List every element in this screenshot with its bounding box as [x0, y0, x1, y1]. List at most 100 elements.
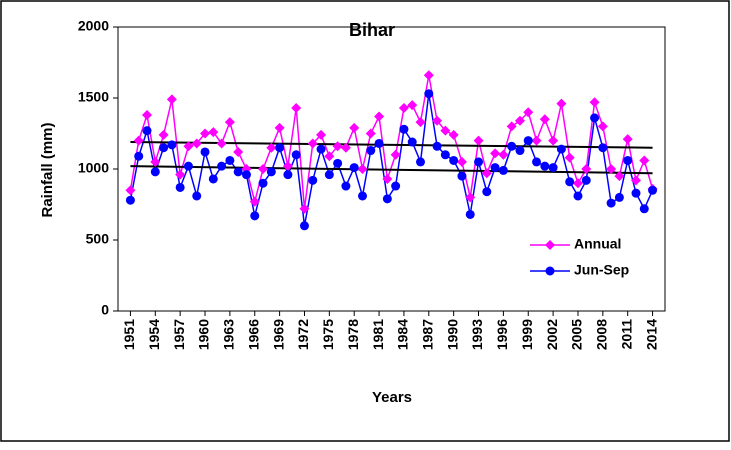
y-axis-label: Rainfall (mm) — [39, 122, 56, 217]
data-point — [183, 141, 194, 152]
data-point — [258, 164, 269, 174]
series-line — [129, 75, 654, 209]
data-point — [125, 195, 135, 205]
data-point — [581, 164, 592, 174]
data-point — [275, 143, 285, 153]
data-point — [142, 110, 153, 121]
data-point — [366, 146, 376, 156]
data-point — [382, 194, 392, 204]
x-tick-label: 2014 — [643, 319, 659, 350]
data-point — [465, 192, 476, 203]
data-point — [208, 174, 218, 184]
data-point — [200, 147, 210, 157]
data-point — [648, 185, 658, 195]
data-point — [630, 175, 641, 186]
data-point — [623, 155, 633, 165]
data-point — [606, 198, 616, 208]
data-point — [482, 187, 492, 197]
data-point — [639, 204, 649, 214]
data-point — [150, 167, 160, 177]
data-point — [341, 181, 351, 191]
y-tick-label: 500 — [86, 231, 110, 247]
x-tick-label: 1996 — [494, 319, 510, 350]
data-point — [440, 125, 451, 136]
data-point — [340, 142, 351, 153]
data-point — [349, 163, 359, 173]
data-point — [175, 182, 185, 192]
data-point — [250, 211, 260, 221]
data-point — [333, 158, 343, 168]
data-point — [391, 181, 401, 191]
legend-marker — [545, 240, 555, 250]
data-point — [133, 135, 144, 146]
x-tick-label: 1987 — [419, 319, 435, 350]
data-point — [565, 177, 575, 187]
data-point — [449, 155, 459, 165]
data-point — [614, 192, 624, 202]
data-point — [365, 128, 376, 139]
data-point — [324, 170, 334, 180]
data-point — [159, 143, 169, 153]
data-point — [266, 142, 277, 153]
data-point — [332, 141, 343, 152]
data-point — [498, 149, 509, 160]
data-point — [614, 171, 625, 182]
data-point — [490, 148, 501, 159]
data-point — [523, 136, 533, 146]
data-point — [233, 146, 244, 157]
data-point — [556, 144, 566, 154]
data-point — [166, 94, 177, 105]
x-tick-label: 2002 — [544, 319, 560, 350]
data-point — [224, 117, 235, 128]
data-point — [208, 127, 219, 138]
data-point — [291, 102, 302, 113]
data-point — [572, 178, 583, 189]
data-point — [622, 134, 633, 145]
data-point — [249, 196, 260, 207]
data-point — [357, 191, 367, 201]
data-point — [581, 175, 591, 185]
y-tick-label: 0 — [101, 302, 109, 318]
x-axis-label: Years — [372, 389, 412, 406]
data-point — [481, 168, 492, 179]
data-point — [225, 155, 235, 165]
data-point — [192, 191, 202, 201]
data-point — [374, 138, 384, 148]
data-point — [258, 178, 268, 188]
x-tick-label: 1975 — [320, 319, 336, 350]
data-point — [448, 129, 459, 140]
data-point — [498, 165, 508, 175]
data-point — [540, 161, 550, 171]
data-point — [465, 209, 475, 219]
data-point — [597, 121, 608, 132]
data-point — [266, 167, 276, 177]
data-point — [456, 156, 467, 167]
x-tick-label: 1960 — [196, 319, 212, 350]
x-tick-label: 1981 — [370, 319, 386, 350]
data-point — [440, 150, 450, 160]
data-point — [374, 111, 385, 122]
data-point — [631, 188, 641, 198]
data-point — [316, 129, 327, 140]
x-tick-label: 1957 — [171, 319, 187, 350]
data-point — [241, 170, 251, 180]
y-tick-label: 1000 — [78, 160, 109, 176]
data-point — [390, 149, 401, 160]
data-point — [308, 175, 318, 185]
x-tick-label: 1984 — [395, 319, 411, 350]
data-point — [514, 115, 525, 126]
x-tick-label: 1972 — [295, 319, 311, 350]
x-tick-label: 1978 — [345, 319, 361, 350]
data-point — [589, 97, 600, 108]
data-point — [233, 167, 243, 177]
data-point — [283, 170, 293, 180]
x-tick-label: 1999 — [519, 319, 535, 350]
data-point — [548, 163, 558, 173]
data-point — [150, 156, 161, 167]
data-point — [432, 141, 442, 151]
x-tick-label: 2011 — [618, 319, 634, 350]
data-point — [142, 126, 152, 136]
data-point — [457, 171, 467, 181]
data-point — [507, 141, 517, 151]
